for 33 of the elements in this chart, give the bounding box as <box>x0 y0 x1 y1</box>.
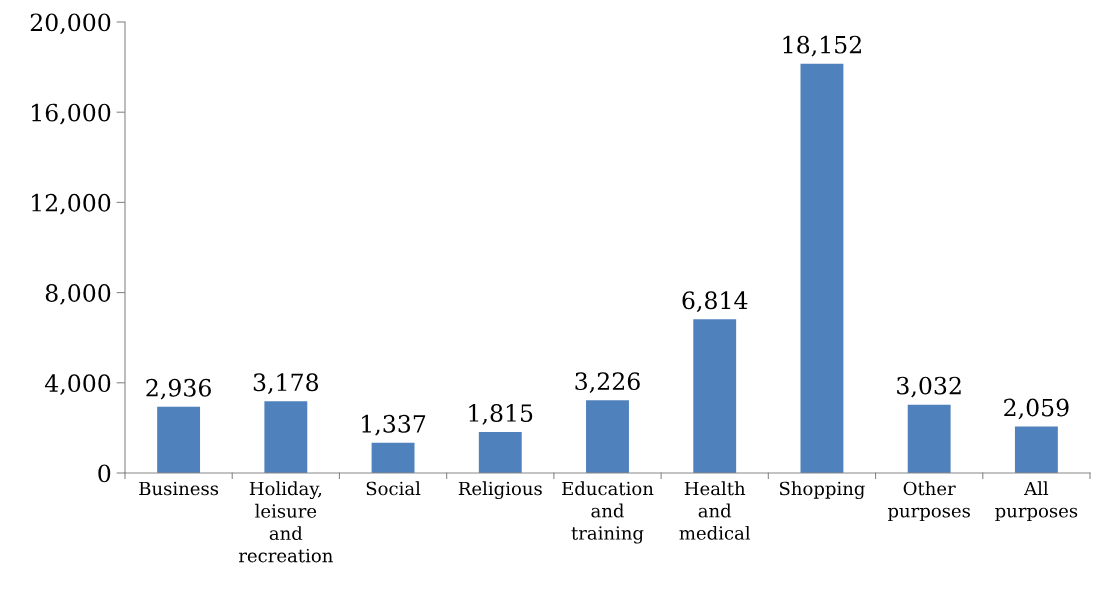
x-tick-label: Shopping <box>779 481 865 500</box>
x-tick-label: All purposes <box>995 481 1078 522</box>
bar <box>693 319 737 473</box>
data-label: 2,936 <box>146 378 211 400</box>
data-label: 6,814 <box>682 291 748 313</box>
data-label: 3,226 <box>575 372 640 393</box>
data-label: 3,032 <box>897 376 961 398</box>
x-tick-label: Other purposes <box>887 481 970 522</box>
bar <box>907 404 951 473</box>
bar <box>1014 426 1058 473</box>
bar <box>478 432 522 473</box>
data-label: 1,815 <box>469 404 533 425</box>
data-label: 3,178 <box>253 373 319 395</box>
y-tick-label: 8,000 <box>45 284 111 305</box>
y-tick-label: 12,000 <box>32 193 111 215</box>
y-tick-label: 4,000 <box>44 374 111 395</box>
bar <box>586 400 629 473</box>
bar <box>371 442 415 473</box>
data-label: 1,337 <box>362 414 426 436</box>
x-tick-label: Religious <box>458 481 542 500</box>
x-tick-label: Social <box>366 481 421 496</box>
bar <box>800 63 844 473</box>
y-tick-label: 20,000 <box>30 13 111 35</box>
y-tick-label: 16,000 <box>32 103 111 125</box>
bar <box>157 406 201 473</box>
x-tick-label: Business <box>139 481 219 496</box>
bar <box>264 401 308 473</box>
y-tick-label: 0 <box>98 464 111 483</box>
x-tick-label: Education and training <box>562 481 654 544</box>
data-label: 2,059 <box>1004 398 1069 420</box>
x-tick-label: Health and medical <box>679 481 751 540</box>
data-label: 18,152 <box>783 35 861 57</box>
x-tick-label: Holiday, leisure and recreation <box>238 481 333 563</box>
